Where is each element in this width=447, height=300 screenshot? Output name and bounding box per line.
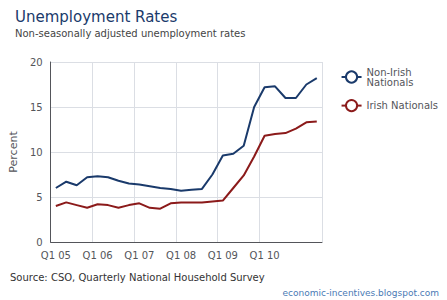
svg-text:economic-incentives.blogspot.c: economic-incentives.blogspot.com [283,288,439,298]
svg-text:Q1 10: Q1 10 [250,250,280,261]
svg-text:Q1 09: Q1 09 [208,250,238,261]
svg-text:Source: CSO, Quarterly Nationa: Source: CSO, Quarterly National Househol… [10,272,265,283]
svg-text:Non-seasonally adjusted unempl: Non-seasonally adjusted unemployment rat… [15,28,245,39]
svg-text:0: 0 [36,237,42,248]
svg-text:Unemployment Rates: Unemployment Rates [15,8,177,26]
svg-text:Q1 06: Q1 06 [83,250,113,261]
svg-text:20: 20 [30,57,43,68]
svg-text:Q1 05: Q1 05 [41,250,71,261]
svg-text:5: 5 [36,192,42,203]
svg-text:10: 10 [30,147,43,158]
svg-text:Q1 08: Q1 08 [166,250,196,261]
svg-text:Nationals: Nationals [367,77,414,88]
svg-text:Irish Nationals: Irish Nationals [367,100,438,111]
svg-text:Q1 07: Q1 07 [124,250,154,261]
svg-text:Non-Irish: Non-Irish [366,66,412,78]
svg-text:15: 15 [30,102,43,113]
svg-text:Percent: Percent [7,131,20,173]
